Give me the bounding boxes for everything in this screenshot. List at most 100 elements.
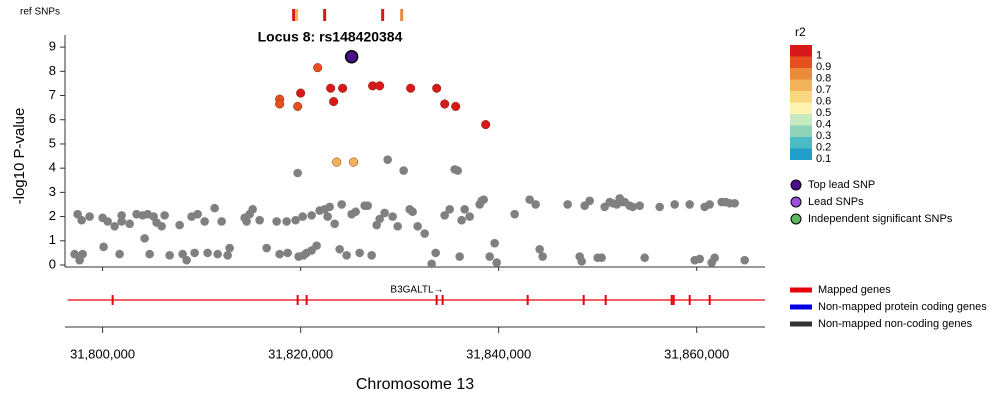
legend-label: Independent significant SNPs <box>808 213 953 225</box>
gene-exon <box>604 295 607 305</box>
snp-point <box>313 63 323 73</box>
snp-point <box>275 99 285 109</box>
r2-label: 0.5 <box>816 107 831 119</box>
snp-point <box>291 215 300 225</box>
snp-point <box>115 249 124 259</box>
r2-label: 0.1 <box>816 153 831 165</box>
snp-point <box>406 83 416 93</box>
gene-exon <box>111 295 114 305</box>
ref-snp <box>400 9 404 21</box>
r2-label: 0.2 <box>816 142 831 154</box>
snp-point <box>492 258 501 267</box>
snp-point <box>455 252 464 261</box>
snp-point <box>337 200 346 209</box>
gene-exon <box>305 295 308 305</box>
y-tick-label: 9 <box>49 39 56 54</box>
snp-point <box>431 248 440 258</box>
snp-point <box>413 221 422 231</box>
snp-point <box>298 212 307 221</box>
y-axis-label: -log10 P-value <box>11 108 28 205</box>
snp-point <box>440 99 450 109</box>
snp-point <box>640 253 649 263</box>
snp-point <box>145 249 154 259</box>
legend-marker <box>790 213 802 225</box>
snp-point <box>200 217 209 226</box>
snp-point <box>510 209 519 219</box>
y-tick-label: 6 <box>49 111 56 126</box>
snp-point <box>312 241 321 250</box>
r2-label: 0.7 <box>816 84 831 96</box>
snp-point <box>740 255 749 265</box>
snp-point <box>70 249 79 259</box>
snp-point <box>635 201 644 210</box>
r2-swatch <box>790 114 812 126</box>
r2-label: 0.3 <box>816 130 831 142</box>
gene-legend-label: Non-mapped non-coding genes <box>818 318 973 330</box>
snp-point <box>445 205 454 214</box>
gene-legend-label: Mapped genes <box>818 284 891 296</box>
snp-point <box>283 248 292 258</box>
snp-point <box>190 248 199 258</box>
r2-label: 0.4 <box>816 119 831 131</box>
r2-swatch <box>790 45 812 57</box>
snp-point <box>525 195 534 204</box>
r2-swatch <box>790 56 812 68</box>
snp-point <box>262 243 271 253</box>
ref-snp <box>295 9 299 21</box>
snp-point <box>225 243 234 253</box>
r2-label: 0.6 <box>816 96 831 108</box>
snp-point <box>178 249 187 259</box>
snp-point <box>695 254 704 264</box>
r2-swatch <box>790 125 812 137</box>
ref-snp <box>381 9 385 21</box>
snp-point <box>242 217 251 226</box>
snp-point <box>538 252 547 261</box>
snp-point <box>293 101 303 111</box>
snp-point <box>685 200 694 209</box>
snp-point <box>255 215 264 225</box>
snp-point <box>99 242 108 252</box>
snp-point <box>705 200 714 209</box>
snp-point <box>193 209 202 219</box>
snp-point <box>329 97 339 107</box>
snp-point <box>165 251 174 260</box>
snp-point <box>710 253 719 263</box>
snp-point <box>78 249 87 259</box>
snp-point <box>117 211 126 220</box>
lead-snp <box>344 50 359 64</box>
snp-point <box>293 168 302 178</box>
snp-point <box>140 234 149 243</box>
snp-point <box>730 198 739 208</box>
snp-point <box>597 253 606 263</box>
snp-point <box>323 212 332 221</box>
snp-point <box>307 211 316 220</box>
snp-point <box>160 211 169 220</box>
gene-exon <box>670 295 673 305</box>
snp-point <box>272 217 281 226</box>
x-tick-label: 31,840,000 <box>466 346 531 361</box>
snp-point <box>380 208 389 218</box>
y-tick-label: 1 <box>49 232 56 247</box>
snp-point <box>479 195 488 204</box>
x-axis-label: Chromosome 13 <box>356 376 474 393</box>
snp-point <box>453 166 462 175</box>
snp-point <box>393 221 402 231</box>
gene-exon <box>441 295 444 305</box>
snp-point <box>670 200 679 209</box>
r2-swatch <box>790 102 812 114</box>
y-tick-label: 8 <box>49 63 56 78</box>
snp-point <box>399 166 408 175</box>
snp-point <box>275 249 284 259</box>
snp-point <box>157 221 166 231</box>
snp-point <box>103 217 112 226</box>
snp-point <box>182 255 191 265</box>
snp-point <box>375 81 385 91</box>
ref-snp <box>292 9 296 21</box>
ref-snp <box>323 9 327 21</box>
legend-title: r2 <box>795 25 806 39</box>
snp-point <box>355 248 364 258</box>
gene-exon <box>526 295 529 305</box>
snp-point <box>420 229 429 238</box>
x-tick-label: 31,800,000 <box>70 346 135 361</box>
snp-point <box>563 200 572 209</box>
